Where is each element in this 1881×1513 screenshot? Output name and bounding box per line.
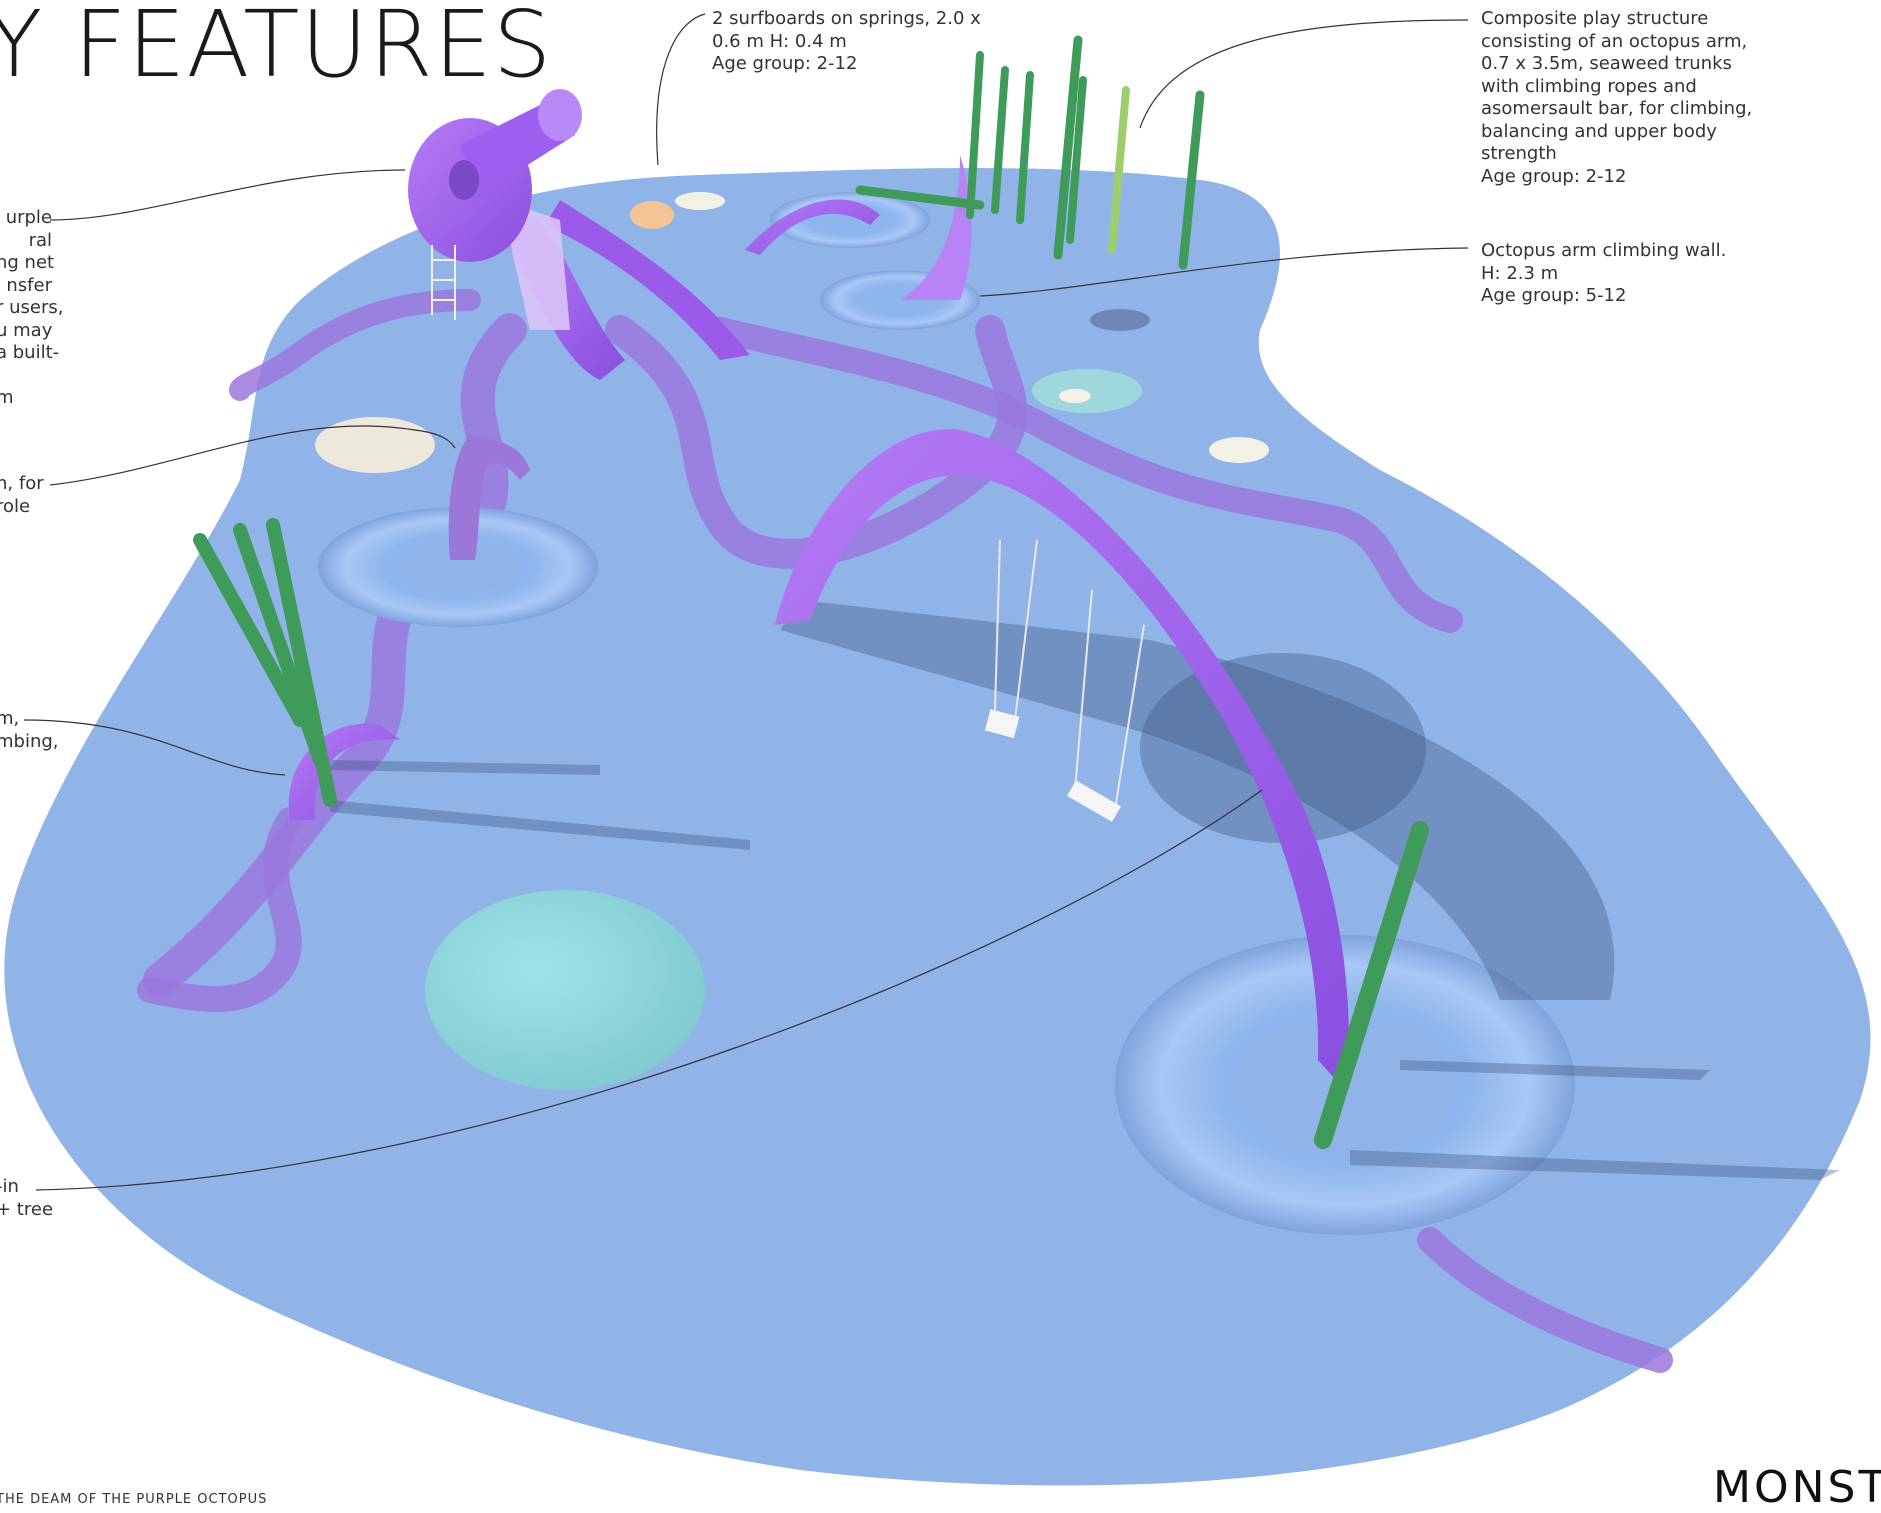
- seaweed-6: [1108, 86, 1130, 254]
- octopus-mouth: [449, 160, 479, 200]
- pond-small: [1032, 369, 1142, 413]
- annotation-line: with climbing ropes and: [1481, 75, 1697, 97]
- swing-seat-1: [984, 709, 1020, 739]
- leader-left-1: [49, 169, 406, 221]
- seaweed-5: [1066, 76, 1087, 244]
- annotation-line: Octopus arm climbing wall.: [1481, 240, 1727, 261]
- seaweed-shadow-2: [330, 800, 750, 850]
- arch-surfboard: [745, 199, 880, 255]
- stepping-rock: [315, 417, 435, 473]
- surfboard: [630, 201, 674, 229]
- arch-left-hook: [448, 435, 530, 560]
- annotation-line: H: 2.3 m: [1481, 262, 1559, 284]
- leader-left-4: [35, 789, 1263, 1191]
- pond-large: [425, 890, 705, 1090]
- seaweed-8: [855, 185, 985, 210]
- annotation-line: nsfer: [6, 274, 52, 296]
- pebble-1: [1059, 389, 1091, 403]
- annotation-line: 0.7 x 3.5m, seaweed trunks: [1481, 53, 1732, 74]
- dark-disc: [1140, 653, 1426, 843]
- arch-climbing-wall: [900, 155, 972, 300]
- annotation-line: a built-: [0, 342, 60, 363]
- annotation-line: r users,: [0, 297, 64, 318]
- tentacle-ground-6: [1417, 1227, 1673, 1373]
- footer-caption: THE DEAM OF THE PURPLE OCTOPUS: [0, 1492, 268, 1507]
- annotation-line: n, for: [0, 473, 44, 494]
- annotation-left-4: -in + tree: [0, 1176, 53, 1221]
- brand-wordmark: MONST: [1713, 1462, 1881, 1513]
- annotation-line: m: [0, 387, 14, 408]
- seaweed-shadow-1: [330, 760, 600, 775]
- annotation-line: asomersault bar, for climbing,: [1481, 98, 1753, 119]
- seaweed-shadow-big: [1350, 1150, 1840, 1180]
- annotation-left-1: urple ral ng net nsfer r users, u may a …: [0, 207, 64, 410]
- tentacle-ground-5: [137, 807, 303, 1012]
- annotation-climbing-wall: Octopus arm climbing wall. H: 2.3 m Age …: [1481, 240, 1726, 308]
- seaweed-left-3: [266, 518, 337, 807]
- seaweed-shadow-big-2: [1400, 1060, 1710, 1080]
- annotation-line: Age group: 5-12: [1481, 285, 1627, 306]
- annotation-surfboards: 2 surfboards on springs, 2.0 x 0.6 m H: …: [712, 8, 981, 76]
- annotation-left-3: m, mbing,: [0, 708, 59, 753]
- annotation-line: Age group: 2-12: [1481, 165, 1627, 187]
- dark-spot: [1090, 309, 1150, 331]
- octopus-leg-2: [545, 200, 750, 360]
- annotation-line: -in: [0, 1176, 19, 1197]
- leader-composite: [1139, 19, 1469, 129]
- leader-left-3: [23, 719, 286, 776]
- tentacle-ground-3: [707, 317, 1463, 633]
- annotation-line: + tree: [0, 1198, 54, 1220]
- leader-climbing-wall: [979, 247, 1469, 297]
- octopus-mantle-end: [538, 89, 582, 141]
- seaweed-7: [1178, 90, 1205, 270]
- leader-surfboard: [656, 13, 706, 166]
- annotation-line: mbing,: [0, 730, 59, 752]
- tentacle-ground-4: [229, 289, 481, 401]
- annotation-line: [0, 365, 52, 388]
- annotation-line: urple: [5, 207, 52, 228]
- annotation-line: Composite play structure: [1481, 8, 1709, 29]
- leader-left-2: [49, 425, 456, 486]
- seaweed-4: [1053, 35, 1083, 260]
- annotation-line: u may: [0, 319, 53, 341]
- annotation-line: Age group: 2-12: [712, 53, 858, 74]
- seaweed-big: [1314, 821, 1429, 1149]
- annotation-line: consisting of an octopus arm,: [1481, 30, 1748, 52]
- page-title: Y FEATURES: [0, 0, 553, 98]
- annotation-line: ral: [28, 229, 52, 251]
- annotation-composite: Composite play structure consisting of a…: [1481, 8, 1752, 188]
- seaweed-3: [1016, 71, 1034, 224]
- annotation-line: m,: [0, 708, 20, 729]
- pebble-3: [675, 192, 725, 210]
- annotation-line: ng net: [0, 252, 55, 273]
- ladder: [431, 245, 456, 320]
- swing-seat-2: [1066, 780, 1121, 822]
- swing-set: [994, 539, 1145, 811]
- ring-1-inner: [398, 541, 518, 593]
- seaweed-left-1: [193, 533, 307, 727]
- octopus-slide: [408, 89, 750, 380]
- arch-shadow: [780, 600, 1615, 1000]
- seaweed-2: [991, 66, 1009, 214]
- annotation-line: 2 surfboards on springs, 2.0 x: [712, 8, 981, 29]
- annotation-line: strength: [1481, 143, 1557, 164]
- seaweed-1: [966, 51, 984, 219]
- annotation-line: balancing and upper body: [1481, 120, 1717, 142]
- annotation-line: 0.6 m H: 0.4 m: [712, 30, 847, 52]
- pebble-2: [1209, 437, 1269, 463]
